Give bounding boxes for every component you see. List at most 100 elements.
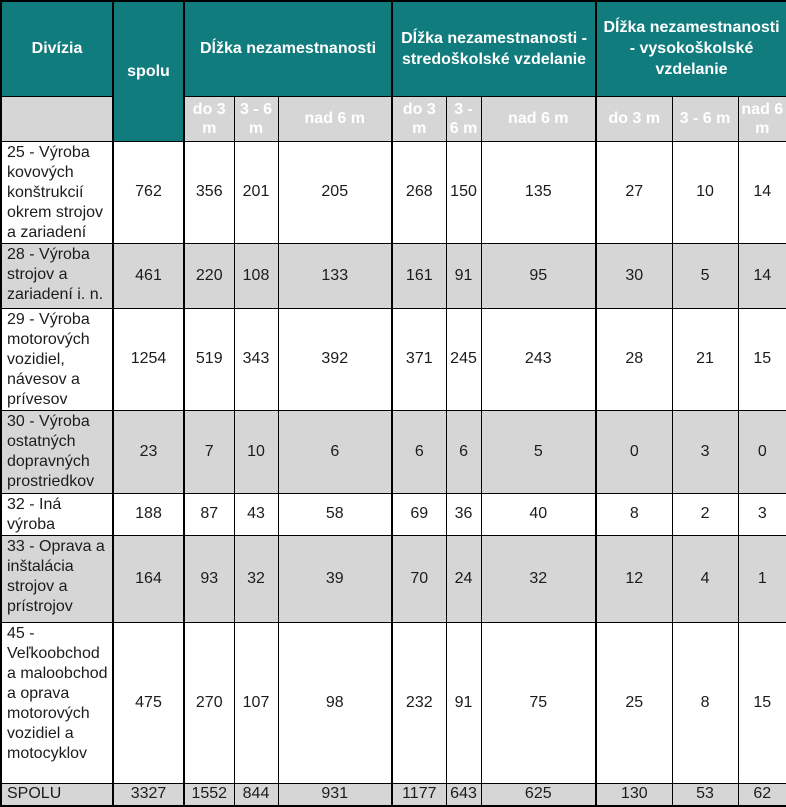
value-cell: 107 bbox=[233, 621, 279, 784]
value-cell: 32 bbox=[233, 534, 279, 623]
value-cell: 461 bbox=[112, 242, 185, 309]
table-row: 32 - Iná výroba 188 87 43 58 69 36 40 8 … bbox=[0, 492, 786, 536]
value-cell: 1254 bbox=[112, 307, 185, 411]
duration-header-g2-3-6m: 3 - 6 m bbox=[445, 95, 482, 142]
total-column-header: spolu bbox=[112, 0, 185, 142]
value-cell: 3 bbox=[671, 409, 739, 494]
value-cell: 150 bbox=[445, 140, 482, 244]
value-cell: 0 bbox=[595, 409, 673, 494]
value-cell: 161 bbox=[391, 242, 447, 309]
value-cell: 762 bbox=[112, 140, 185, 244]
value-cell: 205 bbox=[277, 140, 393, 244]
value-cell: 135 bbox=[480, 140, 597, 244]
duration-header-g3-nad6m: nad 6 m bbox=[737, 95, 786, 142]
group-header-university-education: Dĺžka nezamestnanosti - vysokoškolské vz… bbox=[595, 0, 786, 97]
value-cell: 95 bbox=[480, 242, 597, 309]
value-cell: 7 bbox=[183, 409, 235, 494]
value-cell: 8 bbox=[595, 492, 673, 536]
value-cell: 2 bbox=[671, 492, 739, 536]
value-cell: 243 bbox=[480, 307, 597, 411]
value-cell: 3 bbox=[737, 492, 786, 536]
value-cell: 10 bbox=[233, 409, 279, 494]
value-cell: 14 bbox=[737, 242, 786, 309]
empty-header-cell bbox=[0, 95, 114, 142]
value-cell: 133 bbox=[277, 242, 393, 309]
value-cell: 220 bbox=[183, 242, 235, 309]
value-cell: 164 bbox=[112, 534, 185, 623]
value-cell: 30 bbox=[595, 242, 673, 309]
value-cell: 70 bbox=[391, 534, 447, 623]
value-cell: 475 bbox=[112, 621, 185, 784]
total-value-cell: 643 bbox=[445, 782, 482, 807]
division-cell: 28 - Výroba strojov a zariadení i. n. bbox=[0, 242, 114, 309]
table-row: 30 - Výroba ostatných dopravných prostri… bbox=[0, 409, 786, 494]
total-value-cell: 130 bbox=[595, 782, 673, 807]
division-column-header: Divízia bbox=[0, 0, 114, 97]
total-value-cell: 625 bbox=[480, 782, 597, 807]
total-value-cell: 1552 bbox=[183, 782, 235, 807]
value-cell: 43 bbox=[233, 492, 279, 536]
total-row-label: SPOLU bbox=[0, 782, 114, 807]
table-row: 33 - Oprava a inštalácia strojov a príst… bbox=[0, 534, 786, 623]
duration-header-g3-3-6m: 3 - 6 m bbox=[671, 95, 739, 142]
group-header-all: Dĺžka nezamestnanosti bbox=[182, 0, 393, 97]
value-cell: 232 bbox=[391, 621, 447, 784]
value-cell: 15 bbox=[737, 307, 786, 411]
value-cell: 12 bbox=[595, 534, 673, 623]
value-cell: 0 bbox=[737, 409, 786, 494]
value-cell: 36 bbox=[445, 492, 482, 536]
value-cell: 69 bbox=[391, 492, 447, 536]
value-cell: 91 bbox=[445, 242, 482, 309]
value-cell: 108 bbox=[233, 242, 279, 309]
division-cell: 29 - Výroba motorových vozidiel, návesov… bbox=[0, 307, 114, 411]
total-row: SPOLU 3327 1552 844 931 1177 643 625 130… bbox=[0, 782, 786, 807]
duration-header-g1-3-6m: 3 - 6 m bbox=[233, 95, 279, 142]
value-cell: 245 bbox=[445, 307, 482, 411]
value-cell: 6 bbox=[277, 409, 393, 494]
value-cell: 519 bbox=[183, 307, 235, 411]
total-value-cell: 931 bbox=[277, 782, 393, 807]
value-cell: 4 bbox=[671, 534, 739, 623]
division-cell: 30 - Výroba ostatných dopravných prostri… bbox=[0, 409, 114, 494]
value-cell: 21 bbox=[671, 307, 739, 411]
value-cell: 188 bbox=[112, 492, 185, 536]
value-cell: 356 bbox=[183, 140, 235, 244]
value-cell: 201 bbox=[233, 140, 279, 244]
total-value-cell: 1177 bbox=[391, 782, 447, 807]
value-cell: 39 bbox=[277, 534, 393, 623]
value-cell: 5 bbox=[671, 242, 739, 309]
table-row: 25 - Výroba kovových konštrukcií okrem s… bbox=[0, 140, 786, 244]
division-cell: 25 - Výroba kovových konštrukcií okrem s… bbox=[0, 140, 114, 244]
value-cell: 14 bbox=[737, 140, 786, 244]
table-row: 45 - Veľkoobchod a maloobchod a oprava m… bbox=[0, 621, 786, 784]
header-row-durations: do 3 m 3 - 6 m nad 6 m do 3 m 3 - 6 m na… bbox=[0, 95, 786, 142]
total-value-cell: 3327 bbox=[112, 782, 185, 807]
value-cell: 8 bbox=[671, 621, 739, 784]
duration-header-g1-do3m: do 3 m bbox=[183, 95, 235, 142]
value-cell: 6 bbox=[445, 409, 482, 494]
header-row-groups: Divízia spolu Dĺžka nezamestnanosti Dĺžk… bbox=[0, 0, 786, 142]
division-cell: 32 - Iná výroba bbox=[0, 492, 114, 536]
value-cell: 10 bbox=[671, 140, 739, 244]
value-cell: 6 bbox=[391, 409, 447, 494]
value-cell: 1 bbox=[737, 534, 786, 623]
value-cell: 343 bbox=[233, 307, 279, 411]
value-cell: 91 bbox=[445, 621, 482, 784]
value-cell: 5 bbox=[480, 409, 597, 494]
value-cell: 93 bbox=[183, 534, 235, 623]
value-cell: 75 bbox=[480, 621, 597, 784]
value-cell: 27 bbox=[595, 140, 673, 244]
value-cell: 87 bbox=[183, 492, 235, 536]
value-cell: 25 bbox=[595, 621, 673, 784]
table-row: 28 - Výroba strojov a zariadení i. n. 46… bbox=[0, 242, 786, 309]
total-value-cell: 844 bbox=[233, 782, 279, 807]
value-cell: 28 bbox=[595, 307, 673, 411]
duration-header-g1-nad6m: nad 6 m bbox=[277, 95, 393, 142]
value-cell: 15 bbox=[737, 621, 786, 784]
duration-header-g2-nad6m: nad 6 m bbox=[480, 95, 597, 142]
value-cell: 32 bbox=[480, 534, 597, 623]
value-cell: 371 bbox=[391, 307, 447, 411]
value-cell: 268 bbox=[391, 140, 447, 244]
duration-header-g3-do3m: do 3 m bbox=[595, 95, 673, 142]
